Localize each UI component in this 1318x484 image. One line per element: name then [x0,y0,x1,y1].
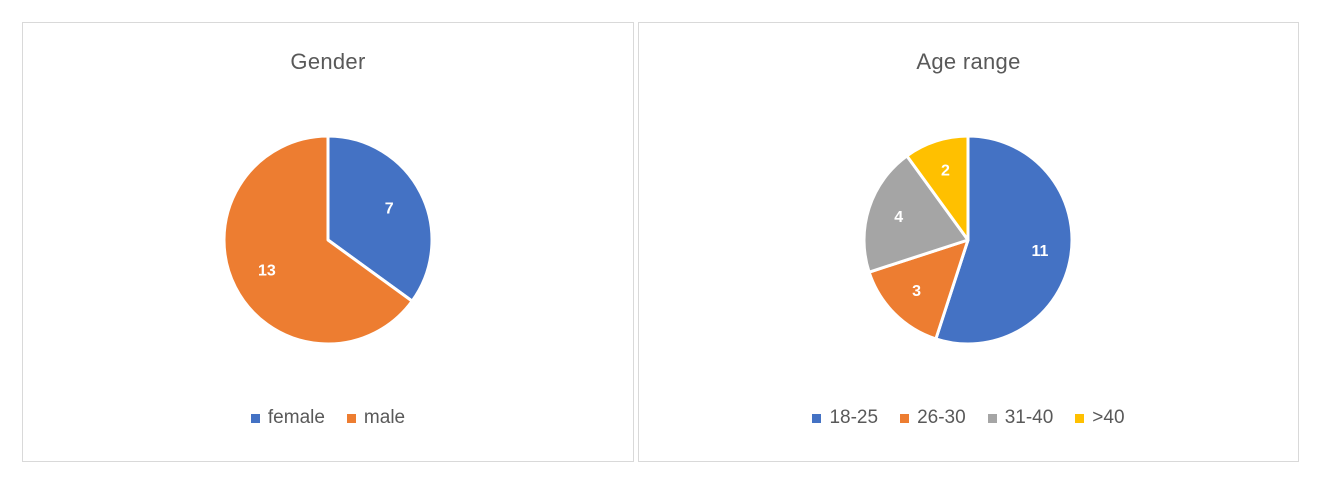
legend-label: male [363,407,406,428]
chart-title: Age range [916,49,1021,74]
legend-item-40: >40 [1075,407,1125,429]
data-label-18-25: 11 [1031,243,1048,260]
legend-swatch [900,413,910,423]
pie-slice-male [222,134,414,346]
legend-label: 26-30 [917,407,966,428]
legend-label: 18-25 [829,407,879,428]
legend-label: female [267,407,325,428]
legend-item-31-40: 31-40 [987,407,1054,429]
legend-item-male: male [346,407,406,429]
legend-label: 31-40 [1004,407,1054,428]
data-label-40: 2 [941,162,950,179]
legend-label: >40 [1092,407,1125,428]
pie-slice-female [326,134,434,303]
gender-chart-panel: Gender 7 13 female male [22,22,634,462]
pie-slice-18-25 [934,134,1074,346]
pie-slice-40 [905,134,970,242]
legend-swatch [1075,413,1085,423]
data-label-31-40: 4 [894,209,903,226]
gender-pie-chart: 7 13 [222,134,434,346]
legend-item-26-30: 26-30 [900,407,966,429]
legend-swatch [987,413,997,423]
data-label-female: 7 [385,200,394,217]
data-label-26-30: 3 [912,283,921,300]
chart-legend: 18-25 26-30 31-40 >40 [639,407,1298,429]
chart-title: Gender [290,49,366,74]
age-range-chart-panel: Age range 11 3 4 2 18-25 26-30 31-40 >40 [638,22,1299,462]
legend-item-female: female [250,407,325,429]
age-range-pie-chart: 11 3 4 2 [862,134,1074,346]
legend-item-18-25: 18-25 [812,407,878,429]
legend-swatch [346,413,356,423]
chart-legend: female male [23,407,633,429]
pie-slice-31-40 [862,154,970,274]
data-label-male: 13 [258,263,276,280]
legend-swatch [812,413,822,423]
legend-swatch [250,413,260,423]
